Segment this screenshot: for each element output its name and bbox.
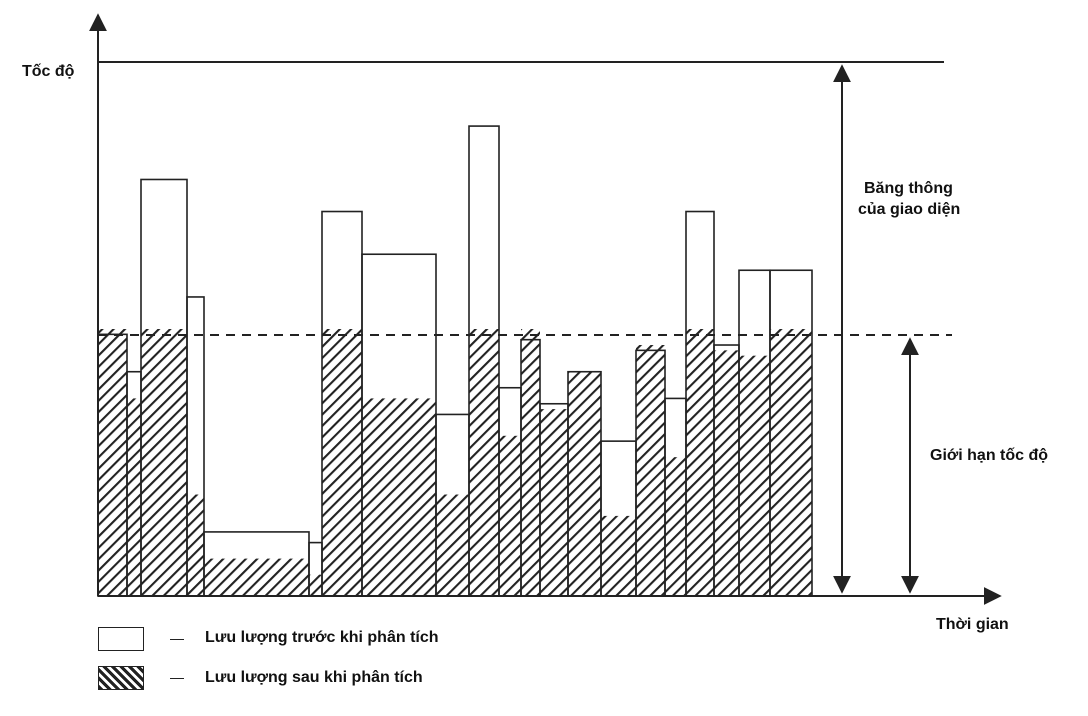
shaped-traffic-bar [601,515,636,596]
bandwidth-label-line1: Băng thông [864,180,953,197]
shaped-traffic-bar [739,355,770,596]
shaped-traffic-bar [540,409,568,596]
bandwidth-label-line2: của giao diện [858,201,961,218]
shaped-traffic-bar [322,329,362,596]
legend-after-swatch [98,666,144,690]
shaped-traffic-bar [499,435,521,596]
shaped-traffic-bars [98,329,812,596]
shaped-traffic-bar [636,345,665,596]
speed-limit-label: Giới hạn tốc độ [930,447,1049,464]
legend-before-swatch [98,627,144,651]
shaped-traffic-bar [714,350,739,596]
shaped-traffic-bar [521,329,540,596]
shaped-traffic-bar [127,398,141,596]
legend-after-label: Lưu lượng sau khi phân tích [205,669,423,686]
y-axis-label: Tốc độ [22,63,75,80]
shaped-traffic-bar [362,398,436,596]
shaped-traffic-bar [770,329,812,596]
shaped-traffic-bar [665,457,686,596]
legend-after-dash [170,678,184,679]
shaped-traffic-bar [309,574,322,596]
legend-before-dash [170,639,184,640]
legend-before-label: Lưu lượng trước khi phân tích [205,629,439,646]
x-axis-label: Thời gian [936,616,1009,633]
shaped-traffic-bar [98,329,127,596]
shaped-traffic-bar [568,371,601,596]
shaped-traffic-bar [187,494,204,596]
shaped-traffic-bar [141,329,187,596]
shaped-traffic-bar [469,329,499,596]
shaped-traffic-bar [686,329,714,596]
shaped-traffic-bar [204,558,309,596]
shaped-traffic-bar [436,494,469,596]
